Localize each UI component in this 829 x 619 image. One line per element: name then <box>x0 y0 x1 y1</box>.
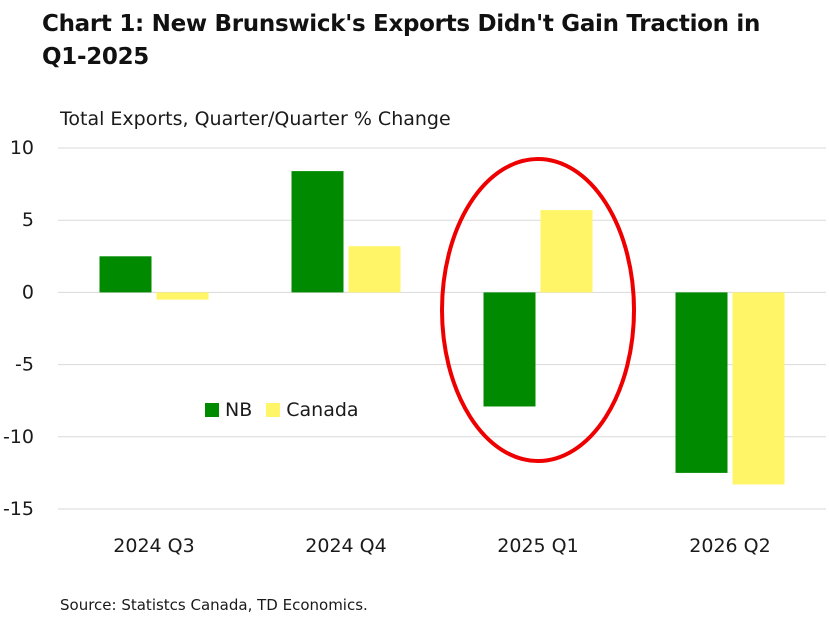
x-tick-label: 2025 Q1 <box>497 535 578 557</box>
bar-canada-2025-q1 <box>540 210 593 293</box>
legend-swatch-nb <box>205 403 219 417</box>
highlight-annotation <box>440 157 636 463</box>
bar-nb-2024-q3 <box>99 256 152 293</box>
bar-nb-2024-q4 <box>291 171 344 293</box>
y-tick-label: 10 <box>10 137 34 159</box>
legend-label-nb: NB <box>225 399 253 421</box>
legend-label-canada: Canada <box>286 399 359 421</box>
y-tick-label: -10 <box>3 426 34 448</box>
x-tick-label: 2024 Q4 <box>305 535 386 557</box>
y-tick-label: 5 <box>22 209 34 231</box>
x-tick-label: 2024 Q3 <box>113 535 194 557</box>
y-tick-labels: 10 5 0 -5 -10 -15 <box>3 137 34 520</box>
bars <box>99 171 785 485</box>
bar-nb-2026-q2 <box>675 292 728 473</box>
y-tick-label: -5 <box>15 354 34 376</box>
source-note: Source: Statistcs Canada, TD Economics. <box>60 596 368 614</box>
y-axis-label: Total Exports, Quarter/Quarter % Change <box>60 108 451 130</box>
chart-title: Chart 1: New Brunswick's Exports Didn't … <box>42 11 761 70</box>
bar-canada-2024-q4 <box>348 246 401 293</box>
y-tick-label: 0 <box>22 281 34 303</box>
x-tick-labels: 2024 Q3 2024 Q4 2025 Q1 2026 Q2 <box>113 535 770 557</box>
bar-nb-2025-q1 <box>483 292 536 407</box>
bar-canada-2026-q2 <box>732 292 785 485</box>
legend: NB Canada <box>205 399 373 421</box>
x-tick-label: 2026 Q2 <box>689 535 770 557</box>
legend-item-nb: NB <box>205 399 252 421</box>
legend-swatch-canada <box>266 403 281 417</box>
highlight-ellipse <box>440 157 636 463</box>
bar-canada-2024-q3 <box>156 292 209 300</box>
legend-item-canada: Canada <box>266 399 359 421</box>
y-tick-label: -15 <box>3 498 34 520</box>
